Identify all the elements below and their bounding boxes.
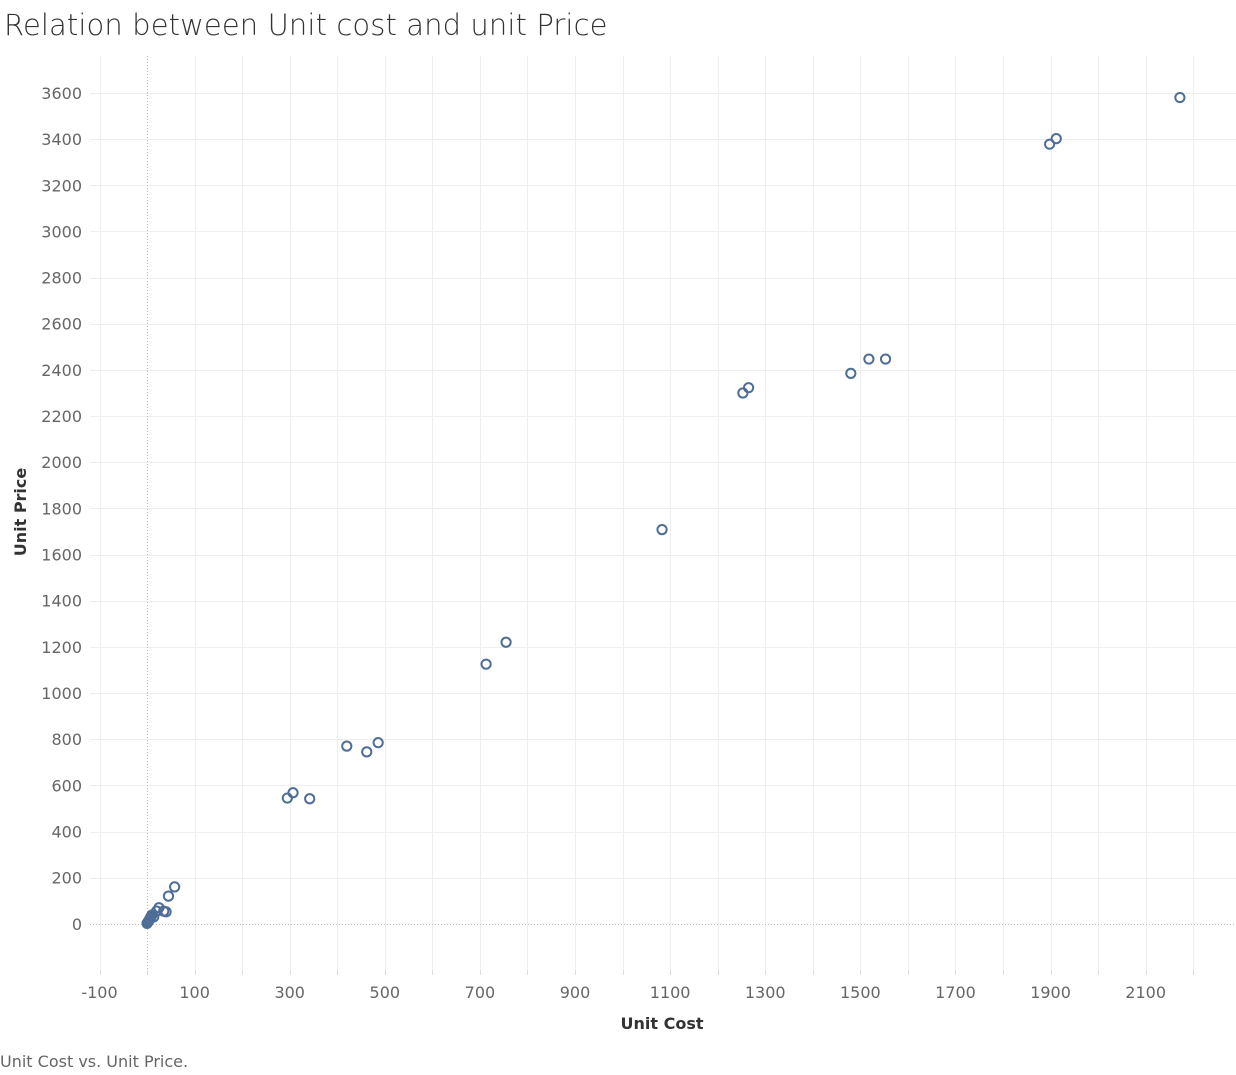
x-tick-label: 1300 <box>745 983 786 1002</box>
y-axis-ticks: 0 200 400 600 800 1000 1200 1400 1600 1800 2000 220… <box>41 84 82 934</box>
data-point <box>656 524 668 536</box>
data-point <box>160 906 172 918</box>
chart-title: Relation between Unit cost and unit Pric… <box>4 8 608 42</box>
x-tick-label: -100 <box>81 983 117 1002</box>
y-tick-label: 1400 <box>41 592 82 611</box>
y-tick-label: 400 <box>51 823 82 842</box>
data-point <box>169 881 181 893</box>
x-tick-label: 1900 <box>1030 983 1071 1002</box>
data-point <box>148 911 160 923</box>
y-tick-label: 3000 <box>41 222 82 241</box>
y-tick-label: 2000 <box>41 453 82 472</box>
x-tick-label: 1700 <box>935 983 976 1002</box>
x-axis-title: Unit Cost <box>621 1014 704 1033</box>
x-tick-label: 900 <box>560 983 591 1002</box>
zero-lines <box>90 56 1236 970</box>
y-tick-label: 2800 <box>41 269 82 288</box>
data-point <box>361 746 373 758</box>
grid-lines <box>90 56 1236 970</box>
data-point <box>162 890 175 902</box>
y-tick-label: 800 <box>51 730 82 749</box>
data-point <box>1050 133 1062 145</box>
x-axis-ticks: -100 100 300 500 700 900 1100 1300 1500 1700 1900 2… <box>81 970 1194 1002</box>
y-tick-label: 200 <box>51 869 82 888</box>
data-point <box>480 658 492 670</box>
y-tick-label: 1000 <box>41 684 82 703</box>
y-tick-label: 3600 <box>41 84 82 103</box>
y-tick-label: 3400 <box>41 130 82 149</box>
x-tick-label: 2100 <box>1125 983 1166 1002</box>
y-tick-label: 1200 <box>41 638 82 657</box>
x-tick-label: 100 <box>179 983 210 1002</box>
data-points <box>141 91 1186 929</box>
data-point <box>500 636 512 648</box>
x-tick-label: 300 <box>274 983 305 1002</box>
y-tick-label: 600 <box>51 776 82 795</box>
x-tick-label: 700 <box>465 983 496 1002</box>
y-tick-label: 1600 <box>41 546 82 565</box>
x-tick-label: 1500 <box>840 983 881 1002</box>
y-tick-label: 0 <box>72 915 82 934</box>
data-point <box>1174 91 1186 104</box>
y-tick-label: 1800 <box>41 499 82 518</box>
y-tick-label: 2400 <box>41 361 82 380</box>
y-tick-label: 2600 <box>41 315 82 334</box>
data-point <box>742 382 755 394</box>
y-tick-label: 2200 <box>41 407 82 426</box>
data-point <box>341 740 353 752</box>
data-point <box>372 737 384 749</box>
y-axis-title: Unit Price <box>11 468 30 557</box>
data-point <box>845 367 857 379</box>
chart-caption: Unit Cost vs. Unit Price. <box>0 1052 189 1071</box>
data-point <box>879 353 892 365</box>
data-point <box>863 353 875 365</box>
data-point <box>304 793 316 805</box>
y-tick-label: 3200 <box>41 176 82 195</box>
x-tick-label: 1100 <box>650 983 691 1002</box>
x-tick-label: 500 <box>370 983 401 1002</box>
data-point <box>287 787 299 799</box>
data-point <box>1043 138 1056 150</box>
